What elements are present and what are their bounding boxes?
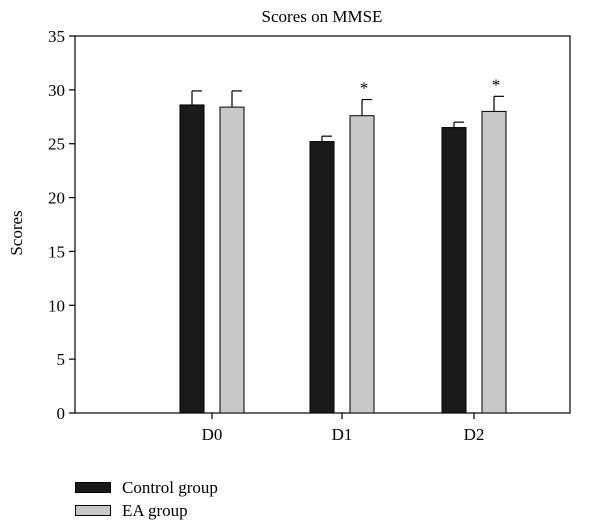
y-tick-label: 15 — [48, 242, 65, 261]
y-axis-label: Scores — [7, 210, 26, 255]
bar — [179, 104, 205, 414]
legend-label-control: Control group — [122, 478, 218, 497]
x-tick-label: D1 — [332, 425, 353, 444]
y-tick-label: 20 — [48, 189, 65, 208]
y-tick-label: 30 — [48, 81, 65, 100]
legend-label-ea: EA group — [122, 501, 188, 520]
bar — [219, 106, 245, 414]
bar — [481, 110, 507, 414]
legend: Control group EA group — [75, 476, 218, 522]
legend-swatch-ea — [75, 505, 111, 516]
x-ticks: D0 D1 D2 — [202, 413, 485, 444]
y-tick-label: 5 — [57, 350, 66, 369]
significance-marker: * — [360, 79, 369, 98]
bar — [309, 141, 335, 414]
y-ticks: 0 5 10 15 20 25 30 35 — [48, 27, 75, 423]
bar — [441, 127, 467, 414]
significance-marker: * — [492, 75, 501, 94]
x-tick-label: D2 — [464, 425, 485, 444]
error-bars — [191, 90, 504, 142]
annotations: * * — [360, 75, 501, 97]
bar — [349, 115, 375, 414]
y-tick-label: 0 — [57, 404, 66, 423]
y-tick-label: 10 — [48, 296, 65, 315]
legend-item-ea: EA group — [75, 499, 218, 522]
x-tick-label: D0 — [202, 425, 223, 444]
legend-item-control: Control group — [75, 476, 218, 499]
bars — [179, 104, 507, 414]
chart-title: Scores on MMSE — [262, 7, 383, 26]
y-tick-label: 35 — [48, 27, 65, 46]
legend-swatch-control — [75, 482, 111, 493]
y-tick-label: 25 — [48, 135, 65, 154]
